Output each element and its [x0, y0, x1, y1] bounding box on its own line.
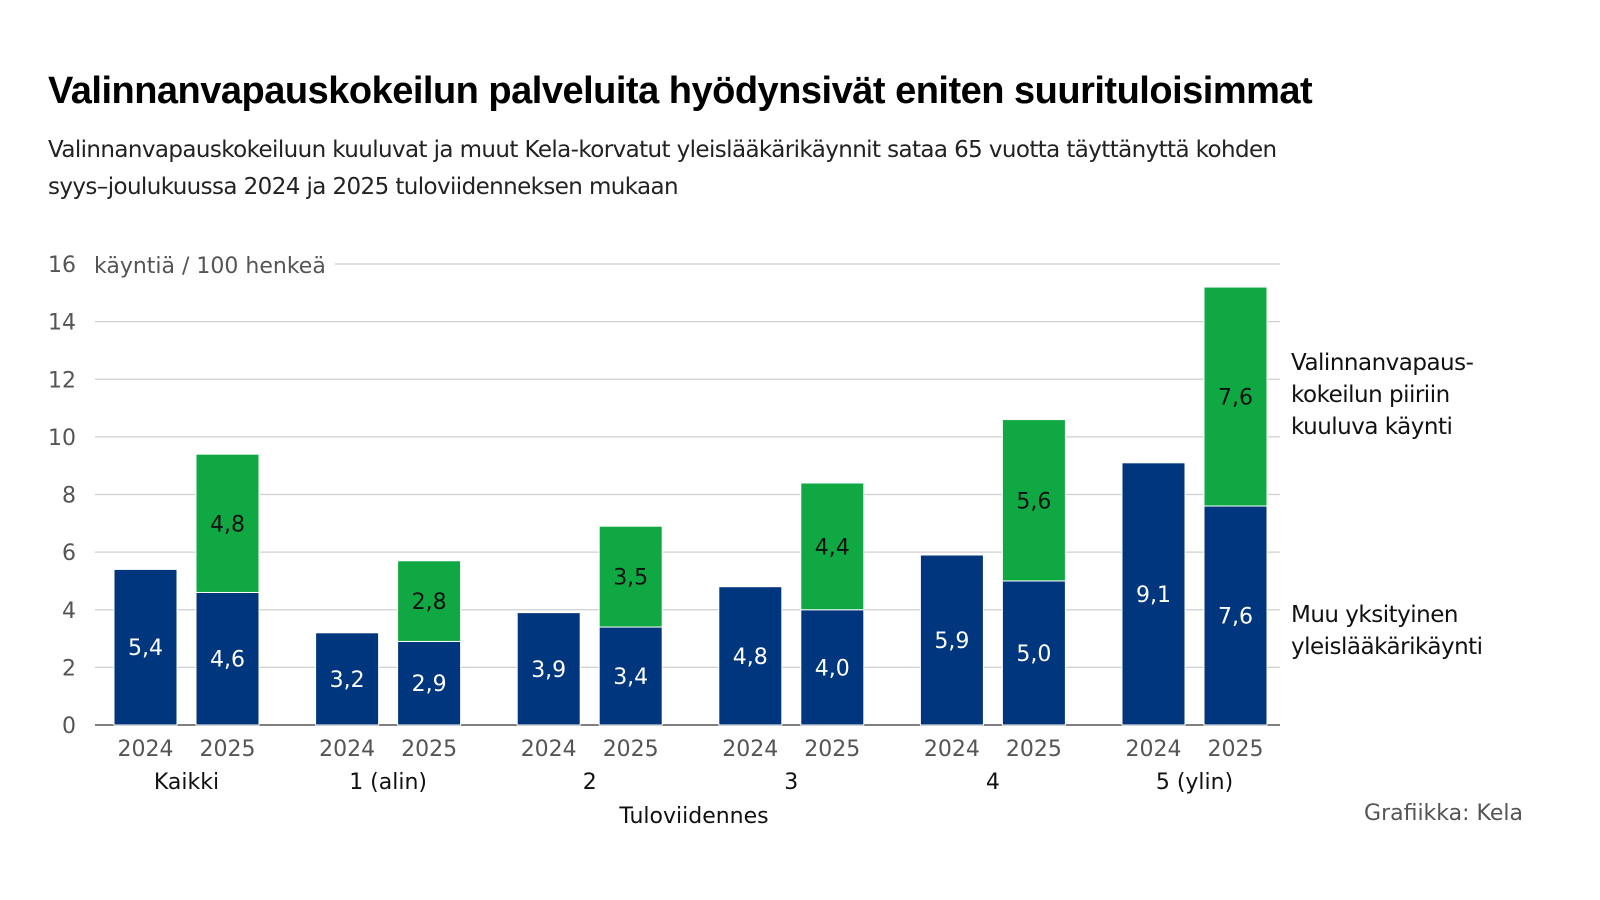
- x-axis-label: Tuloviidennes: [618, 804, 768, 829]
- data-label: 2,9: [412, 672, 447, 697]
- y-tick-label: 12: [48, 368, 76, 393]
- bar-segment: [113, 568, 178, 726]
- data-label: 3,9: [531, 658, 566, 683]
- x-tick-label-group: 5 (ylin): [1156, 770, 1233, 795]
- x-tick-label-year: 2025: [1006, 737, 1062, 762]
- data-label: 7,6: [1218, 605, 1253, 630]
- chart-subtitle-line-1: Valinnanvapauskokeiluun kuuluvat ja muut…: [48, 137, 1277, 163]
- x-tick-label-group: Kaikki: [154, 770, 219, 795]
- data-label: 4,6: [210, 648, 245, 673]
- x-tick-label-year: 2024: [319, 737, 375, 762]
- y-tick-label: 8: [62, 484, 76, 509]
- data-label: 7,6: [1218, 386, 1253, 411]
- bar-segment: [1203, 505, 1268, 726]
- chart-subtitle-line-2: syys–joulukuussa 2024 ja 2025 tuloviiden…: [48, 174, 678, 200]
- data-label: 9,1: [1136, 583, 1171, 608]
- bar-segment: [397, 560, 462, 642]
- data-label: 4,8: [733, 645, 768, 670]
- x-tick-label-group: 3: [784, 770, 798, 795]
- y-tick-label: 0: [62, 714, 76, 739]
- bar-segment: [315, 632, 380, 726]
- data-label: 3,4: [613, 665, 648, 690]
- data-label: 2,8: [412, 590, 447, 615]
- bar-segment: [598, 525, 663, 628]
- x-tick-label-year: 2025: [200, 737, 256, 762]
- legend-label: Muu yksityinen: [1291, 602, 1458, 628]
- y-tick-label: 6: [62, 541, 76, 566]
- chart-title: Valinnanvapauskokeilun palveluita hyödyn…: [48, 70, 1313, 112]
- x-tick-label-year: 2025: [804, 737, 860, 762]
- bar-segment: [598, 626, 663, 726]
- legend-label: kuuluva käynti: [1291, 414, 1452, 440]
- bar-segment: [919, 554, 984, 726]
- data-label: 3,2: [330, 668, 365, 693]
- legend-label: Valinnanvapaus-: [1291, 350, 1474, 376]
- data-label: 5,9: [934, 629, 969, 654]
- bar-segment: [1001, 580, 1066, 726]
- y-tick-label: 16: [48, 253, 76, 278]
- bar-segment: [195, 453, 260, 593]
- data-label: 4,4: [815, 535, 850, 560]
- bar-segment: [516, 612, 581, 726]
- x-tick-label-group: 2: [583, 770, 597, 795]
- source-credit: Grafiikka: Kela: [1364, 801, 1523, 826]
- x-tick-label-group: 1 (alin): [349, 770, 427, 795]
- y-axis-label: käyntiä / 100 henkeä: [94, 254, 326, 279]
- bar-segment: [195, 591, 260, 726]
- bar-segment: [1203, 286, 1268, 507]
- x-tick-label-year: 2024: [118, 737, 174, 762]
- data-label: 4,8: [210, 512, 245, 537]
- data-label: 5,0: [1016, 642, 1051, 667]
- bar-segment: [1001, 419, 1066, 582]
- x-tick-label-year: 2024: [521, 737, 577, 762]
- x-tick-label-year: 2025: [603, 737, 659, 762]
- data-label: 4,0: [815, 656, 850, 681]
- bar-segment: [718, 586, 783, 726]
- y-tick-label: 14: [48, 311, 76, 336]
- x-tick-label-group: 4: [986, 770, 1000, 795]
- x-tick-label-year: 2024: [1126, 737, 1182, 762]
- x-tick-label-year: 2025: [1208, 737, 1264, 762]
- y-tick-label: 4: [62, 599, 76, 624]
- y-tick-label: 10: [48, 426, 76, 451]
- x-tick-label-year: 2025: [401, 737, 457, 762]
- data-label: 5,6: [1016, 489, 1051, 514]
- bar-segment: [397, 640, 462, 726]
- bar-segment: [800, 482, 865, 611]
- legend-label: yleislääkärikäynti: [1291, 634, 1483, 660]
- data-label: 5,4: [128, 636, 163, 661]
- data-label: 3,5: [613, 566, 648, 591]
- legend-label: kokeilun piiriin: [1291, 382, 1450, 408]
- x-tick-label-year: 2024: [924, 737, 980, 762]
- x-tick-label-year: 2024: [722, 737, 778, 762]
- y-tick-label: 2: [62, 656, 76, 681]
- bar-segment: [1121, 462, 1186, 726]
